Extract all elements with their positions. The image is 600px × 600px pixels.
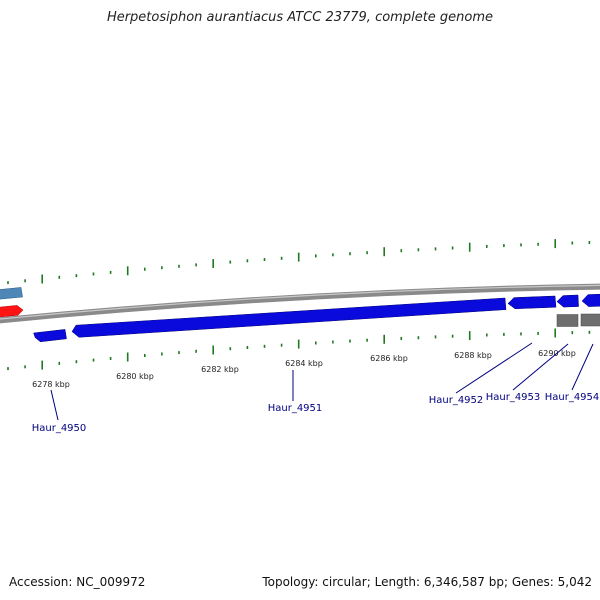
red-feature[interactable] [0, 305, 24, 318]
gene-label-haur-4951[interactable]: Haur_4951 [268, 403, 323, 414]
gene-arrow-haur-4952[interactable] [507, 295, 557, 310]
scale-label: 6286 kbp [370, 354, 408, 363]
scale-label: 6288 kbp [454, 351, 492, 360]
separator: ; [366, 575, 375, 589]
genome-summary: Topology: circular; Length: 6,346,587 bp… [262, 575, 592, 589]
genes-value: 5,042 [557, 575, 592, 589]
gene-label-haur-4954[interactable]: Haur_4954 [545, 392, 600, 403]
genome-backbone [0, 283, 600, 324]
scale-label: 6282 kbp [201, 365, 239, 374]
accession-label: Accession: [9, 575, 73, 589]
scale-label: 6284 kbp [285, 359, 323, 368]
length-label: Length: [374, 575, 421, 589]
gene-label-haur-4950[interactable]: Haur_4950 [32, 423, 87, 434]
steelblue-feature[interactable] [0, 287, 23, 300]
map-title: Herpetosiphon aurantiacus ATCC 23779, co… [106, 10, 494, 25]
label-leader-line [571, 343, 594, 391]
genes-label: Genes: [511, 575, 554, 589]
gene-arrow-haur-4950[interactable] [33, 329, 67, 343]
gene-label-haur-4953[interactable]: Haur_4953 [486, 392, 541, 403]
scale-label: 6278 kbp [32, 380, 70, 389]
label-leader-line [50, 389, 59, 421]
gene-arrow-haur-4951[interactable] [71, 297, 507, 338]
genome-backbone-highlight [0, 284, 600, 320]
gene-arrow-haur-4953[interactable] [556, 294, 579, 308]
gene-arrow-haur-4954[interactable] [581, 293, 600, 307]
label-leader-line [455, 342, 533, 394]
gene-label-haur-4952[interactable]: Haur_4952 [429, 395, 484, 406]
label-leader-line [512, 343, 569, 391]
outer-tick-marks [7, 239, 591, 285]
scale-label: 6280 kbp [116, 372, 154, 381]
accession-info: Accession: NC_009972 [9, 575, 145, 589]
length-value: 6,346,587 bp [423, 575, 504, 589]
separator: ; [503, 575, 512, 589]
topology-label: Topology: [262, 575, 319, 589]
gray-feature[interactable] [580, 313, 600, 327]
topology-value: circular [322, 575, 367, 589]
inner-tick-marks [7, 328, 591, 371]
gray-feature[interactable] [556, 314, 579, 327]
accession-value: NC_009972 [76, 575, 146, 589]
